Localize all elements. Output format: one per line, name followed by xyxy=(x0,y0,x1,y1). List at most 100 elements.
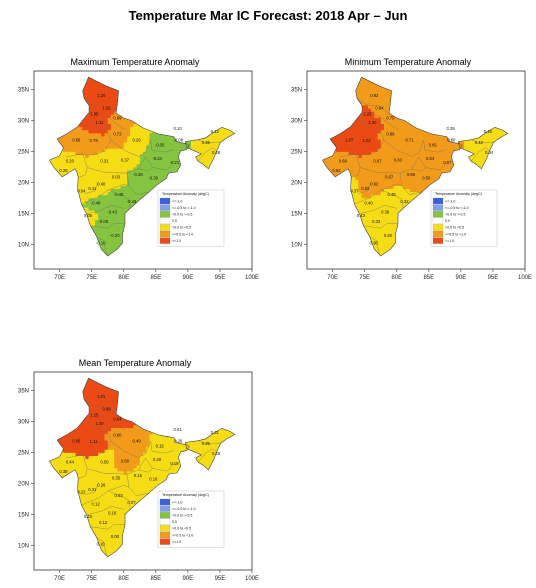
legend-swatch xyxy=(159,224,171,231)
region-value-label: 0.86 xyxy=(72,439,81,444)
region-value-label: 0.26 xyxy=(97,483,106,488)
region-value-label: 0.79 xyxy=(386,115,395,120)
x-tick-label: 90E xyxy=(456,275,467,281)
region-value-label: 0.15 xyxy=(134,473,143,478)
legend-swatch xyxy=(432,224,444,231)
region-value-label: 0.89 xyxy=(113,115,122,120)
subdivision-border xyxy=(359,205,397,215)
subdivision-border xyxy=(381,189,404,209)
region-value-label: 1.07 xyxy=(345,138,354,143)
legend-swatch xyxy=(159,505,171,512)
subdivision-border xyxy=(83,118,108,132)
region-value-label: 0.37 xyxy=(121,157,130,162)
region-value-label: 0.20 xyxy=(66,159,75,164)
x-tick-label: 85E xyxy=(150,275,161,281)
legend-title: Temperature Anomaly (degC) xyxy=(162,192,209,196)
subdivision-border xyxy=(354,184,402,205)
legend-label: <=-1.0 xyxy=(172,500,182,504)
subdivision-border xyxy=(96,236,107,255)
region-value-label: 0.25 xyxy=(202,441,211,446)
subdivision-border xyxy=(138,167,153,172)
region-value-label: 0.26 xyxy=(133,138,142,143)
region-value-label: -0.38 xyxy=(133,172,143,177)
min-temperature-map: 70E 75E 80E 85E 90E 95E 100E 35N 30N 25N 20N 15N 10N… xyxy=(291,70,532,281)
region-value-label: 0.35 xyxy=(447,126,456,131)
subdivision-border xyxy=(470,147,490,162)
region-value-label: 0.52 xyxy=(361,186,370,191)
region-value-label: 0.10 xyxy=(97,541,106,546)
max-temperature-panel: Maximum Temperature Anomaly 70E 75E 80E 85E… xyxy=(10,55,260,285)
x-tick-label: 70E xyxy=(54,275,65,281)
region-value-label: 0.52 xyxy=(332,168,341,173)
legend-label: <0.0 to >-0.5 xyxy=(445,213,465,217)
legend-label: <=-0.5 to >-1.0 xyxy=(445,206,469,210)
region-value-label: -0.43 xyxy=(127,199,137,204)
region-value-label: 0.26 xyxy=(174,439,183,444)
region-value-label: 0.30 xyxy=(370,240,379,245)
legend: Temperature Anomaly (degC) <=-1.0 <=-0.5 t… xyxy=(157,189,225,247)
legend-swatch xyxy=(159,538,171,545)
subdivision-border xyxy=(423,140,447,153)
x-tick-label: 100E xyxy=(245,275,259,281)
legend-label: >0.0 to <0.5 xyxy=(172,226,191,230)
legend-label: >0.0 to <0.5 xyxy=(172,527,191,531)
region-value-label: 1.02 xyxy=(363,138,372,143)
region-value-label: -0.35 xyxy=(155,143,165,148)
y-tick-label: 30N xyxy=(18,119,29,125)
legend-swatch xyxy=(159,498,171,506)
india-outline xyxy=(48,377,190,558)
legend-label: <=-0.5 to >-1.0 xyxy=(172,206,196,210)
legend-swatch xyxy=(159,204,171,211)
subdivision-border xyxy=(108,117,126,130)
legend-label: >=1.0 xyxy=(172,239,181,243)
region-value-label: 0.05 xyxy=(84,213,93,218)
legend-swatch xyxy=(159,217,171,224)
region-value-label: 0.49 xyxy=(133,439,142,444)
region-value-label: 0.04 xyxy=(77,188,86,193)
page-title: Temperature Mar IC Forecast: 2018 Apr – … xyxy=(128,8,408,23)
max-temperature-map: 70E 75E 80E 85E 90E 95E 100E 35N 30N 25N 20N 15N 10N… xyxy=(18,70,259,281)
x-tick-label: 95E xyxy=(215,576,226,582)
region-value-label: -0.40 xyxy=(91,201,101,206)
subdivision-border xyxy=(74,132,112,156)
legend: Temperature Anomaly (degC) <=-1.0 <=-0.5 t… xyxy=(430,189,498,247)
legend-swatch xyxy=(432,237,444,244)
subdivision-border xyxy=(90,524,126,530)
region-value-label: 0.08 xyxy=(111,534,120,539)
region-value-label: 1.01 xyxy=(97,394,106,399)
region-value-label: 0.59 xyxy=(100,460,109,465)
region-value-label: 0.60 xyxy=(121,458,130,463)
legend-label: <=-1.0 xyxy=(445,199,455,203)
legend-title: Temperature Anomaly (degC) xyxy=(162,493,209,497)
region-value-label: 0.10 xyxy=(149,476,158,481)
y-tick-label: 15N xyxy=(18,512,29,518)
subdivision-border xyxy=(145,156,174,171)
x-tick-label: 75E xyxy=(86,275,97,281)
subdivision-border xyxy=(85,483,99,495)
region-value-label: 0.62 xyxy=(370,182,379,187)
legend-swatch xyxy=(159,197,171,205)
region-value-label: 0.12 xyxy=(99,520,108,525)
region-value-label: 0.16 xyxy=(108,510,117,515)
region-value-label: 0.31 xyxy=(100,159,109,164)
y-tick-label: 35N xyxy=(18,389,29,395)
y-tick-label: 25N xyxy=(18,149,29,155)
legend-label: <=-1.0 xyxy=(172,199,182,203)
subdivision-border xyxy=(369,236,380,255)
region-value-label: 0.83 xyxy=(394,157,403,162)
region-value-label: 0.03 xyxy=(115,493,124,498)
subdivision-border xyxy=(89,413,110,420)
legend-label: >0.0 to <0.5 xyxy=(445,226,464,230)
region-value-label: 1.15 xyxy=(90,413,99,418)
region-value-label: 0.66 xyxy=(72,138,81,143)
mean-temperature-map: 70E 75E 80E 85E 90E 95E 100E 35N 30N 25N 20N 15N 10N… xyxy=(18,371,259,582)
region-value-label: 0.94 xyxy=(375,105,384,110)
subdivision-border xyxy=(471,139,494,143)
region-value-label: 0.40 xyxy=(97,182,106,187)
region-value-label: -0.10 xyxy=(96,240,106,245)
subdivision-border xyxy=(418,156,447,171)
region-value-label: 1.20 xyxy=(97,93,106,98)
legend-title: Temperature Anomaly (degC) xyxy=(435,192,482,196)
subdivision-border xyxy=(108,418,126,431)
region-value-label: 0.37 xyxy=(350,188,359,193)
